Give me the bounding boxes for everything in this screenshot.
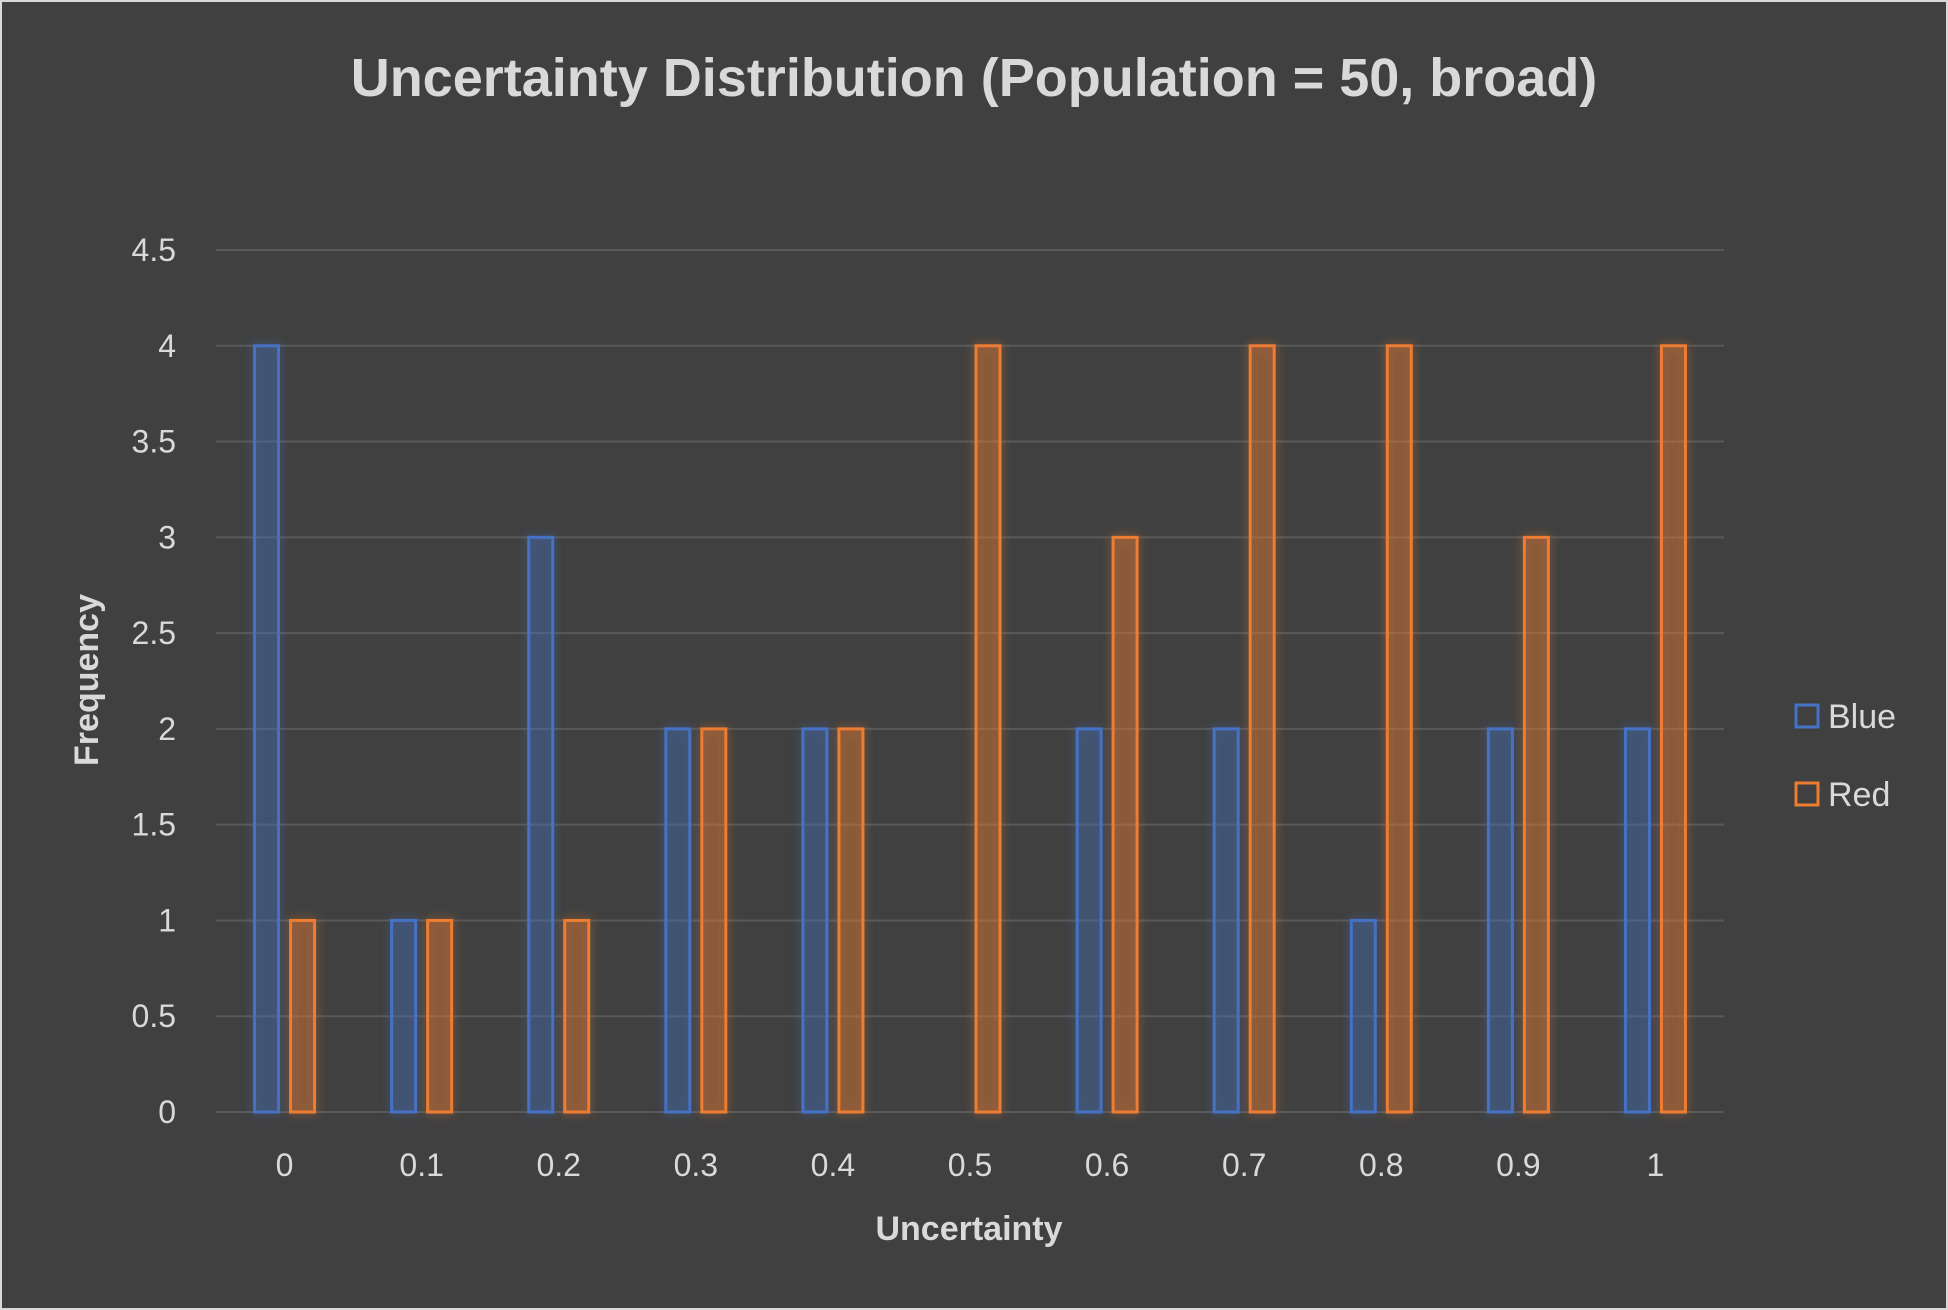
legend-swatch-red: [1794, 781, 1820, 807]
bar-blue-0: [253, 344, 281, 1114]
x-tick-label: 1: [1647, 1147, 1665, 1183]
bar-blue-1: [1623, 727, 1651, 1114]
bar-red-0.8: [1385, 344, 1413, 1114]
bar-red-0.5: [974, 344, 1002, 1114]
bar-red-0.3: [700, 727, 728, 1114]
bar-red-0.9: [1522, 535, 1550, 1114]
chart-title: Uncertainty Distribution (Population = 5…: [351, 48, 1598, 108]
y-tick-label: 0.5: [132, 998, 176, 1034]
y-tick-label: 2.5: [132, 615, 176, 651]
x-tick-label: 0.1: [399, 1147, 443, 1183]
x-tick-label: 0.8: [1359, 1147, 1403, 1183]
y-tick-label: 4.5: [132, 232, 176, 268]
bar-blue-0.6: [1075, 727, 1103, 1114]
gridlines: [216, 249, 1724, 1113]
y-tick-label: 4: [158, 328, 176, 364]
x-tick-label: 0.2: [536, 1147, 580, 1183]
y-tick-label: 1.5: [132, 807, 176, 843]
bar-blue-0.1: [390, 918, 418, 1114]
x-tick-label: 0.6: [1085, 1147, 1129, 1183]
bar-blue-0.9: [1486, 727, 1514, 1114]
x-tick-label: 0.4: [811, 1147, 855, 1183]
x-tick-label: 0: [276, 1147, 294, 1183]
legend-label-red: Red: [1828, 776, 1890, 814]
bar-blue-0.4: [801, 727, 829, 1114]
y-tick-label: 2: [158, 711, 176, 747]
y-axis-ticks: 0 0.5 1 1.5 2 2.5 3 3.5 4 4.5: [132, 232, 176, 1130]
x-tick-label: 0.3: [674, 1147, 718, 1183]
x-axis-title: Uncertainty: [875, 1210, 1062, 1248]
bar-blue-0.2: [527, 535, 555, 1114]
bar-red-1: [1659, 344, 1687, 1114]
y-tick-label: 3: [158, 519, 176, 555]
bar-red-0.7: [1248, 344, 1276, 1114]
x-tick-label: 0.5: [948, 1147, 992, 1183]
bar-blue-0.7: [1212, 727, 1240, 1114]
legend-swatch-blue: [1794, 703, 1820, 729]
bars: [253, 344, 1687, 1114]
y-tick-label: 0: [158, 1094, 176, 1130]
x-tick-label: 0.9: [1496, 1147, 1540, 1183]
legend-label-blue: Blue: [1828, 698, 1896, 736]
y-axis-title: Frequency: [68, 594, 106, 766]
bar-red-0.6: [1111, 535, 1139, 1114]
bar-red-0: [289, 918, 317, 1114]
bar-red-0.2: [563, 918, 591, 1114]
legend: Blue Red: [1794, 698, 1896, 814]
x-tick-label: 0.7: [1222, 1147, 1266, 1183]
bar-blue-0.3: [664, 727, 692, 1114]
y-tick-label: 1: [158, 902, 176, 938]
bar-blue-0.8: [1349, 918, 1377, 1114]
bar-red-0.1: [426, 918, 454, 1114]
y-tick-label: 3.5: [132, 424, 176, 460]
x-axis-ticks: 0 0.1 0.2 0.3 0.4 0.5 0.6 0.7 0.8 0.9 1: [276, 1147, 1665, 1183]
bar-red-0.4: [837, 727, 865, 1114]
